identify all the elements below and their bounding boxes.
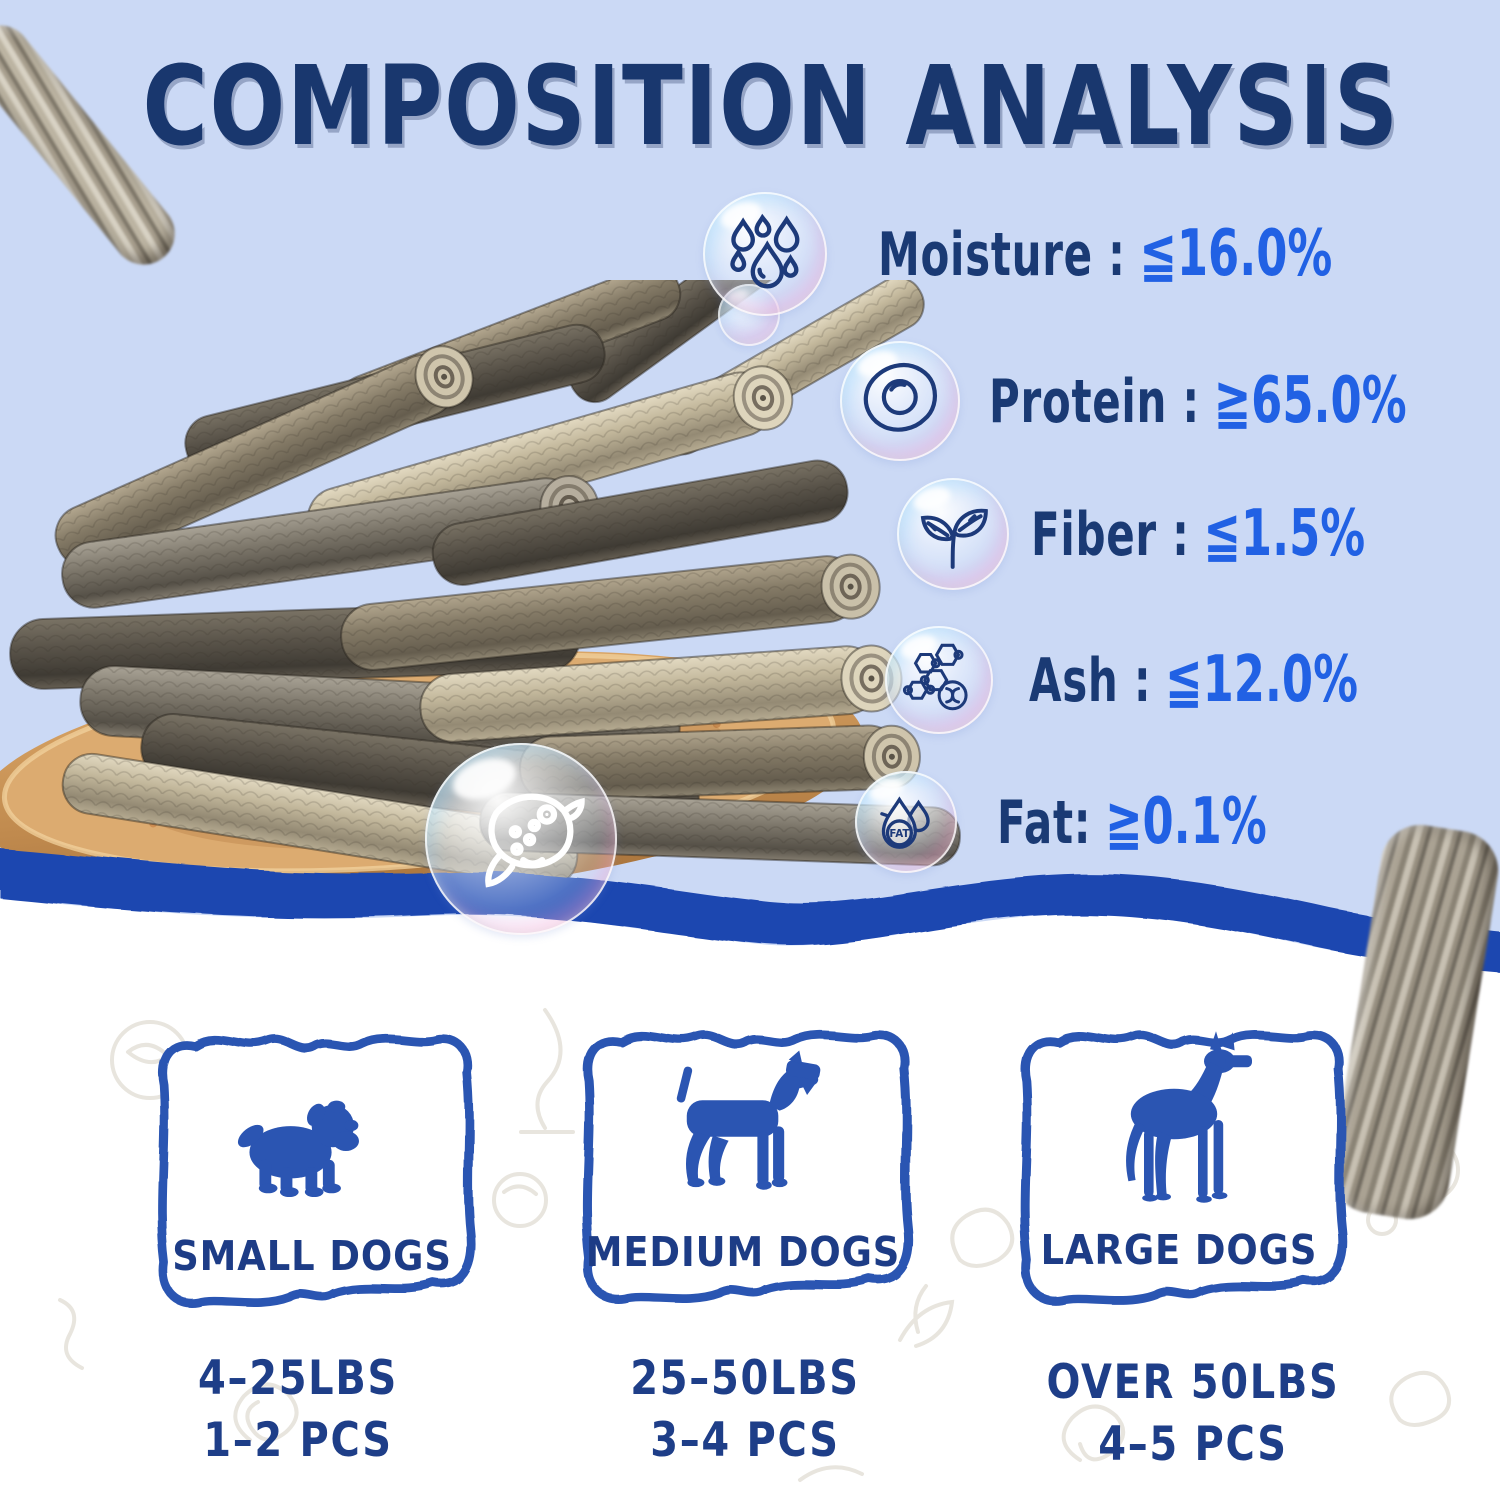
torn-frame [582, 1029, 914, 1304]
nutrient-label: Protein : [989, 367, 1200, 437]
nutrient-text: Moisture : ≦16.0% [878, 217, 1332, 291]
wave-white-under [0, 898, 1500, 1020]
fish-icon [485, 793, 585, 888]
sprout-leaves-icon [921, 509, 989, 570]
nutrient-value: ≧0.1% [1104, 785, 1267, 859]
fat-droplet-icon: FAT [880, 796, 930, 850]
nutrient-label: Fat: [997, 788, 1092, 858]
small-dog-icon [237, 1100, 359, 1198]
size-card-large-dogs: LARGE DOGS [1000, 1008, 1358, 1322]
molecule-icon [902, 643, 968, 711]
size-card-small-dogs: SMALL DOGS [138, 1012, 486, 1324]
nutrient-value: ≦1.5% [1203, 497, 1366, 571]
weight-range: 25–50LBS [630, 1351, 860, 1406]
weight-range: OVER 50LBS [1046, 1355, 1340, 1410]
wave-stripe [0, 848, 1500, 972]
pieces-per-day: 4–5 PCS [1098, 1417, 1288, 1473]
water-drops-icon [729, 213, 800, 288]
size-card-label: SMALL DOGS [172, 1232, 452, 1280]
nutrient-value: ≦16.0% [1139, 217, 1333, 291]
page-title: COMPOSITION ANALYSIS [142, 42, 1400, 170]
nutrient-label: Moisture : [878, 220, 1126, 290]
nutrient-text: Fiber : ≦1.5% [1031, 497, 1365, 571]
size-note-small-dogs: 4–25LBS 1–2 PCS [120, 1348, 477, 1472]
nutrient-row-ash: Ash : ≦12.0% [885, 626, 1499, 734]
nutrient-label: Ash : [1029, 646, 1152, 716]
nutrient-text: Protein : ≧65.0% [989, 364, 1407, 438]
nutrient-row-fiber: Fiber : ≦1.5% [897, 478, 1500, 590]
fried-egg-icon [863, 363, 938, 432]
torn-frame [1020, 1030, 1348, 1306]
size-card-medium-dogs: MEDIUM DOGS [562, 1008, 924, 1320]
pieces-per-day: 1–2 PCS [203, 1413, 393, 1469]
bubble [885, 626, 993, 734]
nutrient-text: Fat: ≧0.1% [997, 785, 1267, 859]
large-dog-icon [1126, 1031, 1252, 1203]
weight-range: 4–25LBS [198, 1351, 398, 1406]
nutrient-row-protein: Protein : ≧65.0% [840, 341, 1500, 461]
fish-bubble [425, 743, 617, 935]
size-note-large-dogs: OVER 50LBS 4–5 PCS [1015, 1352, 1372, 1476]
nutrient-row-moisture: Moisture : ≦16.0% [703, 192, 1500, 316]
product-photo [0, 280, 961, 899]
fat-icon-text: FAT [890, 828, 910, 840]
fish-skin-pile [9, 280, 961, 888]
nutrient-label: Fiber : [1031, 500, 1190, 570]
wave-divider [0, 848, 1500, 1020]
bubble: FAT [855, 771, 957, 873]
size-card-label: MEDIUM DOGS [585, 1228, 901, 1276]
bubble [897, 478, 1009, 590]
size-note-medium-dogs: 25–50LBS 3–4 PCS [567, 1348, 924, 1472]
pieces-per-day: 3–4 PCS [650, 1413, 840, 1469]
nutrient-text: Ash : ≦12.0% [1029, 643, 1358, 717]
bubble [840, 341, 960, 461]
nutrient-row-fat: FAT Fat: ≧0.1% [855, 771, 1382, 873]
medium-dog-icon [676, 1050, 821, 1190]
nutrient-value: ≦12.0% [1165, 643, 1358, 717]
nutrient-value: ≧65.0% [1213, 364, 1407, 438]
size-card-label: LARGE DOGS [1040, 1226, 1318, 1274]
bubble [703, 192, 827, 316]
